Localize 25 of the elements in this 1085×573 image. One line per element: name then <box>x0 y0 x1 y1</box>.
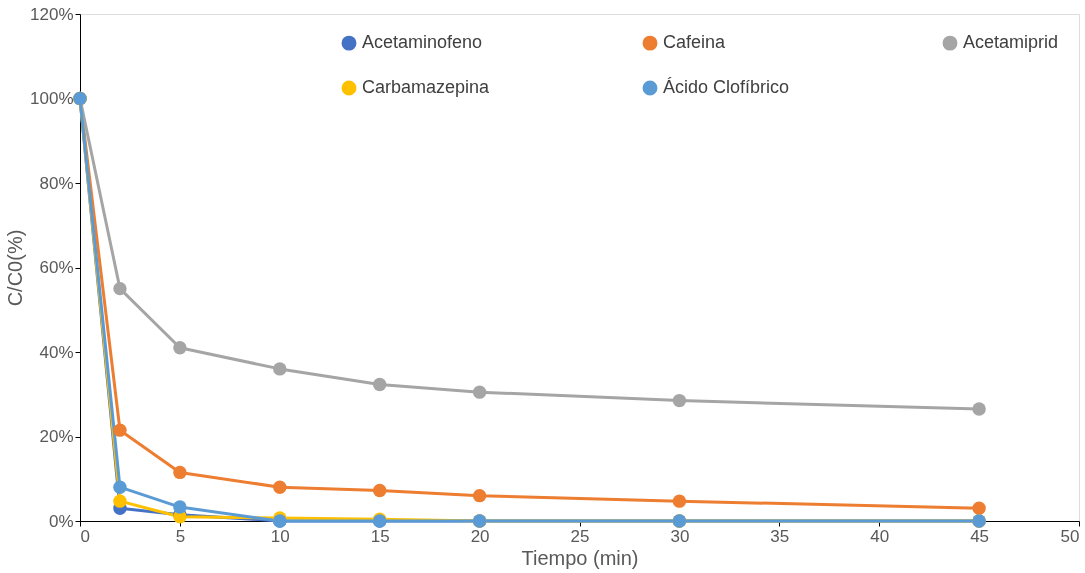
y-tick-label: 100% <box>30 89 74 108</box>
y-tick-label: 0% <box>48 511 74 531</box>
x-tick-label: 10 <box>270 526 290 546</box>
x-tick-label: 25 <box>570 526 590 546</box>
x-tick-label: 0 <box>80 526 90 546</box>
x-tick-label: 45 <box>970 526 990 546</box>
y-tick-label: 40% <box>39 342 74 362</box>
y-tick-label: 60% <box>39 258 74 277</box>
y-tick-label: 120% <box>30 4 74 24</box>
x-axis-title: Tiempo (min) <box>521 546 639 569</box>
x-tick-label: 30 <box>670 526 690 546</box>
legend-label: Ácido Clofíbrico <box>663 77 790 97</box>
y-tick-label: 80% <box>39 173 74 193</box>
x-tick-label: 35 <box>770 526 790 546</box>
y-tick-label: 20% <box>39 427 74 446</box>
x-tick-label: 50 <box>1060 526 1080 546</box>
x-tick-label: 5 <box>175 526 186 546</box>
x-tick-label: 40 <box>870 526 890 546</box>
x-tick-label: 20 <box>470 526 490 546</box>
x-tick-label: 15 <box>370 526 390 546</box>
legend-label: Carbamazepina <box>362 77 491 97</box>
legend-label: Cafeina <box>663 32 727 53</box>
y-axis-title: C/C0(%) <box>4 229 27 307</box>
legend-label: Acetamiprid <box>963 32 1059 53</box>
legend-label: Acetaminofeno <box>362 32 483 53</box>
